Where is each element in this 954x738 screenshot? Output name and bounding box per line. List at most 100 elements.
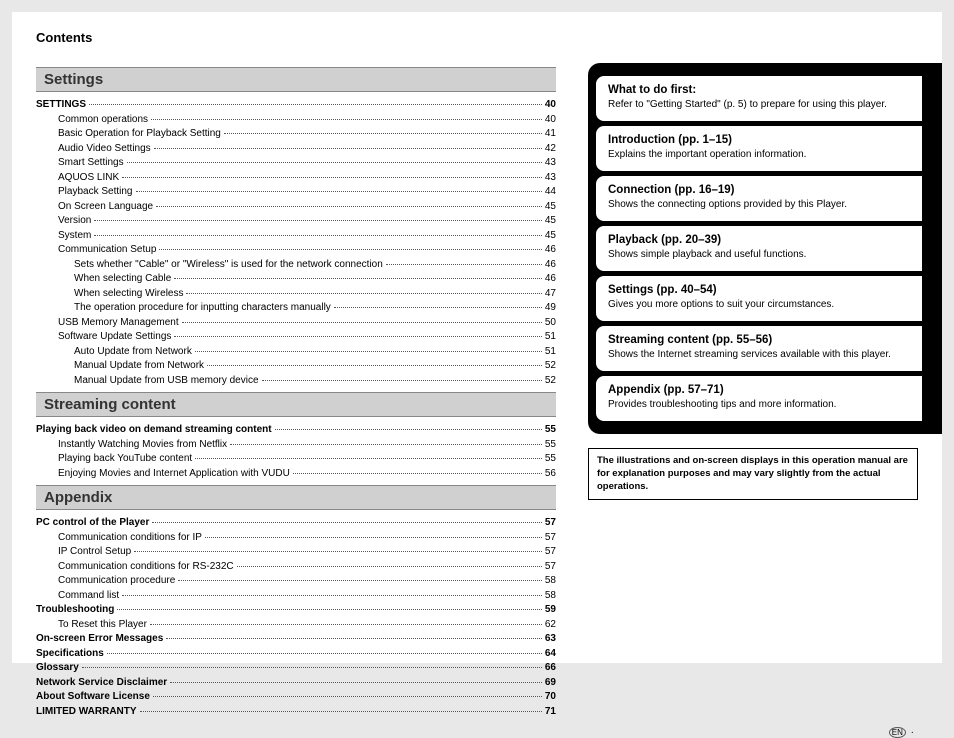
toc-page-number: 57 [545,516,556,531]
nav-tab-marker [924,184,942,213]
toc-leader-dots [156,206,542,207]
toc-row: About Software License70 [36,690,556,705]
toc-page-number: 57 [545,560,556,575]
toc-page-number: 66 [545,661,556,676]
nav-tab-title: Settings (pp. 40–54) [608,284,912,296]
nav-tab-title: Appendix (pp. 57–71) [608,384,912,396]
toc-label: Auto Update from Network [36,345,192,360]
toc-page-number: 45 [545,200,556,215]
toc-page-number: 69 [545,676,556,691]
toc-leader-dots [151,119,542,120]
toc-leader-dots [117,609,542,610]
toc-row: Smart Settings43 [36,156,556,171]
toc-page-number: 55 [545,438,556,453]
nav-tab[interactable]: Settings (pp. 40–54)Gives you more optio… [596,276,922,321]
toc-row: Playback Setting44 [36,185,556,200]
toc-row: PC control of the Player 57 [36,516,556,531]
nav-tab-desc: Shows the Internet streaming services av… [608,348,912,361]
toc-row: Software Update Settings 51 [36,330,556,345]
toc-label: The operation procedure for inputting ch… [36,301,331,316]
toc-label: Playing back video on demand streaming c… [36,423,272,438]
toc-leader-dots [150,624,542,625]
toc-page-number: 71 [545,705,556,720]
toc-row: Manual Update from Network52 [36,359,556,374]
nav-tab[interactable]: Connection (pp. 16–19)Shows the connecti… [596,176,922,221]
toc-label: USB Memory Management [36,316,179,331]
toc-label: Sets whether "Cable" or "Wireless" is us… [36,258,383,273]
toc-row: System45 [36,229,556,244]
nav-tab[interactable]: Playback (pp. 20–39) Shows simple playbac… [596,226,922,271]
header-title: Contents [36,30,918,45]
nav-tab[interactable]: Introduction (pp. 1–15)Explains the impo… [596,126,922,171]
toc-leader-dots [140,711,542,712]
toc-page-number: 63 [545,632,556,647]
toc-label: Basic Operation for Playback Setting [36,127,221,142]
toc-row: Sets whether "Cable" or "Wireless" is us… [36,258,556,273]
toc-row: Glossary66 [36,661,556,676]
toc-leader-dots [170,682,542,683]
toc-row: Playing back video on demand streaming c… [36,423,556,438]
toc-row: LIMITED WARRANTY71 [36,705,556,720]
toc-leader-dots [136,191,542,192]
toc-page-number: 40 [545,113,556,128]
nav-tab-title: Streaming content (pp. 55–56) [608,334,912,346]
toc-page-number: 51 [545,345,556,360]
toc-leader-dots [195,458,542,459]
toc-leader-dots [89,104,542,105]
toc-page-number: 44 [545,185,556,200]
toc-row: SETTINGS40 [36,98,556,113]
nav-tab-marker [924,384,942,413]
toc-row: Specifications64 [36,647,556,662]
toc-row: On Screen Language45 [36,200,556,215]
toc-label: About Software License [36,690,150,705]
lang-mark: EN [889,727,906,738]
toc-page-number: 46 [545,243,556,258]
toc-label: PC control of the Player [36,516,149,531]
nav-tab-marker [924,134,942,163]
nav-tab-group: What to do first:Refer to "Getting Start… [588,63,942,434]
toc-page-number: 51 [545,330,556,345]
toc-row: When selecting Cable46 [36,272,556,287]
toc-label: Communication conditions for RS-232C [36,560,234,575]
nav-tab-desc: Shows simple playback and useful functio… [608,248,912,261]
toc-row: Communication conditions for RS-232C 57 [36,560,556,575]
toc-leader-dots [275,429,542,430]
toc-label: Playing back YouTube content [36,452,192,467]
nav-tab-title: What to do first: [608,84,912,96]
toc-row: Troubleshooting59 [36,603,556,618]
toc-label: Common operations [36,113,148,128]
toc-section-heading: Appendix [36,485,556,510]
toc-leader-dots [237,566,542,567]
toc-page-number: 59 [545,603,556,618]
nav-tab-marker [924,334,942,363]
toc-leader-dots [230,444,542,445]
nav-tab[interactable]: What to do first:Refer to "Getting Start… [596,76,922,121]
toc-leader-dots [182,322,542,323]
nav-tab-title: Introduction (pp. 1–15) [608,134,912,146]
toc-leader-dots [166,638,542,639]
disclaimer-note: The illustrations and on-screen displays… [588,448,918,500]
nav-tab[interactable]: Streaming content (pp. 55–56) Shows the I… [596,326,922,371]
toc-leader-dots [195,351,542,352]
toc-row: IP Control Setup57 [36,545,556,560]
toc-label: Software Update Settings [36,330,171,345]
footer-dash: · [908,727,914,738]
toc-page-number: 57 [545,531,556,546]
nav-tab-desc: Shows the connecting options provided by… [608,198,912,211]
nav-tab[interactable]: Appendix (pp. 57–71)Provides troubleshoo… [596,376,922,421]
toc-row: Manual Update from USB memory device52 [36,374,556,389]
toc-leader-dots [82,667,542,668]
toc-page-number: 42 [545,142,556,157]
toc-label: Communication Setup [36,243,156,258]
toc-leader-dots [122,177,542,178]
toc-page-number: 45 [545,229,556,244]
toc-page-number: 43 [545,156,556,171]
toc-label: Manual Update from USB memory device [36,374,259,389]
toc-label: Network Service Disclaimer [36,676,167,691]
toc-column: SettingsSETTINGS40Common operations40Bas… [36,63,556,719]
toc-row: Version45 [36,214,556,229]
toc-leader-dots [134,551,542,552]
toc-label: Instantly Watching Movies from Netflix [36,438,227,453]
toc-label: IP Control Setup [36,545,131,560]
nav-tab-title: Playback (pp. 20–39) [608,234,912,246]
